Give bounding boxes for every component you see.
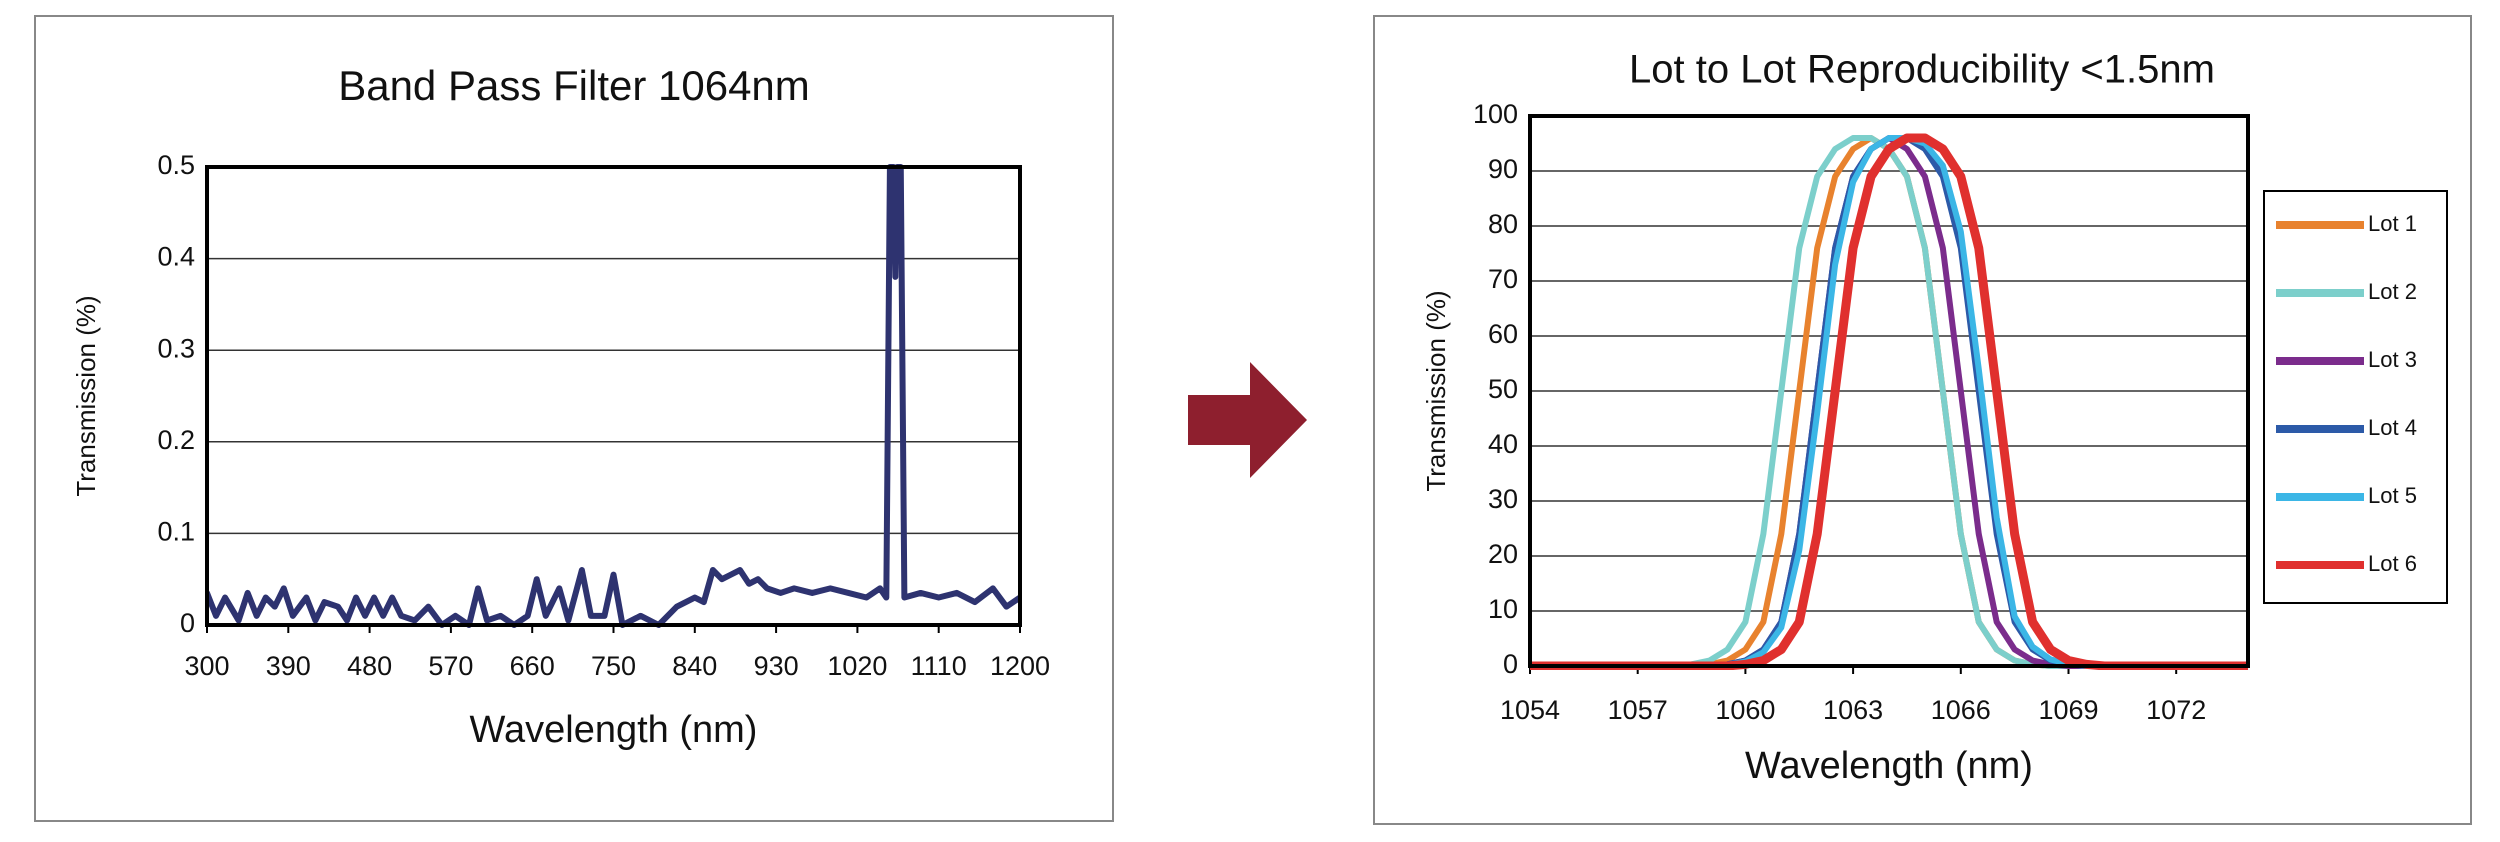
x-tick-label: 1057 [1608, 695, 1668, 725]
y-tick-label: 0 [1503, 649, 1518, 679]
x-tick-label: 1110 [911, 651, 967, 681]
y-axis-label: Transmission (%) [71, 295, 101, 496]
y-tick-label: 0.1 [157, 517, 195, 547]
plot-frame [1528, 114, 2250, 668]
y-tick-label: 80 [1488, 209, 1518, 239]
legend-label: Lot 5 [2368, 483, 2417, 508]
x-tick-label: 930 [754, 651, 799, 681]
y-tick-label: 0.3 [157, 333, 195, 363]
x-tick-label: 1020 [827, 651, 887, 681]
legend-label: Lot 6 [2368, 551, 2417, 576]
x-tick-label: 1063 [1823, 695, 1883, 725]
plot-frame [205, 165, 1022, 627]
y-tick-label: 90 [1488, 154, 1518, 184]
y-tick-label: 0.5 [157, 150, 195, 180]
x-tick-label: 1069 [2038, 695, 2098, 725]
x-tick-label: 390 [266, 651, 311, 681]
y-tick-label: 100 [1473, 99, 1518, 129]
x-tick-label: 1060 [1715, 695, 1775, 725]
y-tick-label: 0.2 [157, 425, 195, 455]
x-tick-label: 1066 [1931, 695, 1991, 725]
y-tick-label: 40 [1488, 429, 1518, 459]
y-tick-label: 30 [1488, 484, 1518, 514]
legend-box [2263, 190, 2448, 604]
y-tick-label: 60 [1488, 319, 1518, 349]
x-tick-label: 660 [510, 651, 555, 681]
x-tick-label: 1200 [990, 651, 1050, 681]
legend-label: Lot 1 [2368, 211, 2417, 236]
x-axis-label: Wavelength (nm) [1745, 745, 2033, 787]
x-tick-label: 1072 [2146, 695, 2206, 725]
y-tick-label: 20 [1488, 539, 1518, 569]
chart-title: Lot to Lot Reproducibility <1.5nm [1629, 48, 2215, 92]
y-tick-label: 0 [180, 608, 195, 638]
y-tick-label: 0.4 [157, 242, 195, 272]
legend-label: Lot 2 [2368, 279, 2417, 304]
y-tick-label: 10 [1488, 594, 1518, 624]
x-tick-label: 1054 [1500, 695, 1560, 725]
left-panel [34, 15, 1114, 822]
y-tick-label: 70 [1488, 264, 1518, 294]
x-tick-label: 300 [184, 651, 229, 681]
legend-label: Lot 3 [2368, 347, 2417, 372]
x-tick-label: 750 [591, 651, 636, 681]
x-axis-label: Wavelength (nm) [470, 709, 758, 751]
chart-title: Band Pass Filter 1064nm [338, 62, 810, 109]
x-tick-label: 840 [672, 651, 717, 681]
x-tick-label: 570 [428, 651, 473, 681]
x-tick-label: 480 [347, 651, 392, 681]
legend-label: Lot 4 [2368, 415, 2417, 440]
arrow [1188, 362, 1307, 478]
y-axis-label: Transmission (%) [1421, 290, 1451, 491]
y-tick-label: 50 [1488, 374, 1518, 404]
